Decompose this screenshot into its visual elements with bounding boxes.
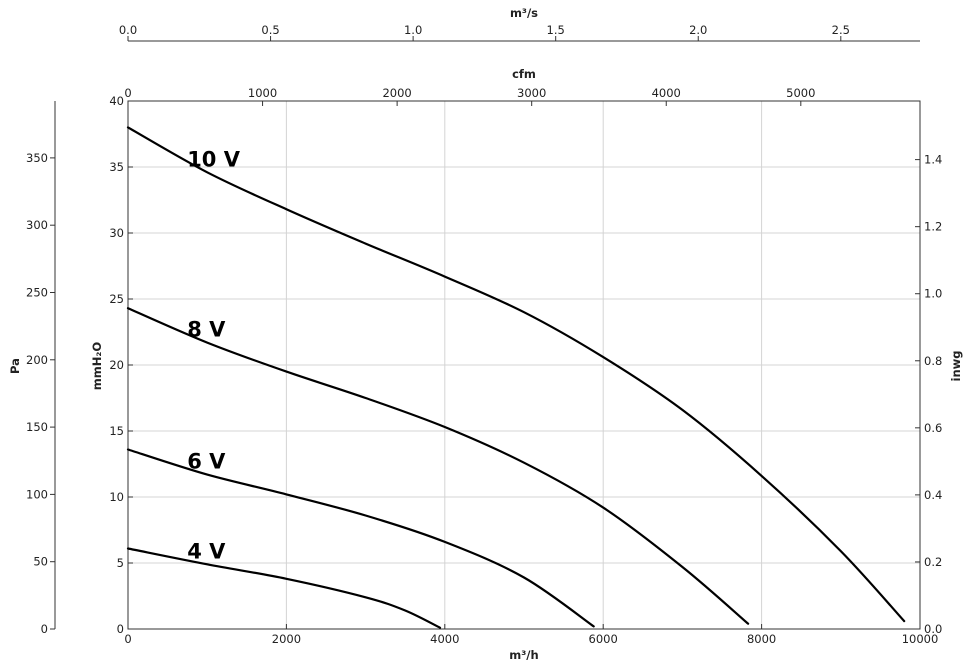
y-axis-title: mmH₂O <box>90 342 104 391</box>
cfm-tick-label: 3000 <box>517 86 546 100</box>
curves <box>126 126 906 629</box>
series-label-6v: 6 V <box>187 450 226 474</box>
m3s-tick-label: 1.5 <box>547 23 565 37</box>
m3s-tick-label: 2.0 <box>689 23 707 37</box>
x-tick-label: 4000 <box>430 632 459 646</box>
inwg-tick-label: 0.6 <box>924 421 942 435</box>
series-label-4v: 4 V <box>187 539 226 563</box>
inwg-tick-label: 1.0 <box>924 287 942 301</box>
curve-8v <box>126 307 750 625</box>
pa-tick-label: 350 <box>26 151 48 165</box>
y-tick-label: 35 <box>109 160 124 174</box>
pa-tick-label: 200 <box>26 353 48 367</box>
curve-6v <box>126 448 595 628</box>
inwg-tick-label: 1.2 <box>924 220 942 234</box>
left-outer-axis-title: Pa <box>8 358 22 374</box>
x-axis-title: m³/h <box>509 648 538 662</box>
x-tick-label: 10000 <box>902 632 939 646</box>
y-tick-label: 0 <box>117 622 124 636</box>
cfm-tick-label: 1000 <box>248 86 277 100</box>
cfm-tick-label: 2000 <box>382 86 411 100</box>
m3s-tick-label: 0.0 <box>119 23 137 37</box>
y-tick-label: 30 <box>109 226 124 240</box>
pa-tick-label: 0 <box>41 622 48 636</box>
right-axis-title: inwg <box>949 351 963 382</box>
inwg-tick-label: 0.0 <box>924 622 942 636</box>
inwg-tick-label: 0.8 <box>924 354 942 368</box>
cfm-tick-label: 0 <box>124 86 131 100</box>
x-tick-label: 8000 <box>747 632 776 646</box>
top-inner-axis-title: cfm <box>512 67 536 81</box>
series-labels: 10 V 8 V 6 V 4 V <box>187 147 241 563</box>
curve-10v <box>126 126 906 623</box>
pa-tick-label: 100 <box>26 487 48 501</box>
inwg-tick-label: 1.4 <box>924 153 942 167</box>
cfm-tick-label: 5000 <box>786 86 815 100</box>
m3s-tick-label: 0.5 <box>261 23 279 37</box>
cfm-tick-label: 4000 <box>652 86 681 100</box>
y-tick-label: 15 <box>109 424 124 438</box>
inwg-tick-label: 0.2 <box>924 555 942 569</box>
x-tick-label: 6000 <box>589 632 618 646</box>
pa-tick-label: 50 <box>33 555 48 569</box>
inwg-tick-label: 0.4 <box>924 488 942 502</box>
x-tick-label: 2000 <box>272 632 301 646</box>
pa-tick-label: 150 <box>26 420 48 434</box>
curve-4v <box>126 547 442 629</box>
m3s-tick-label: 2.5 <box>832 23 850 37</box>
pa-tick-label: 250 <box>26 285 48 299</box>
top-outer-axis-title: m³/s <box>510 6 538 20</box>
m3s-tick-label: 1.0 <box>404 23 422 37</box>
pa-tick-label: 300 <box>26 218 48 232</box>
x-tick-label: 0 <box>124 632 131 646</box>
y-tick-label: 5 <box>117 556 124 570</box>
grid <box>127 100 921 630</box>
series-label-10v: 10 V <box>187 147 241 171</box>
y-tick-label: 25 <box>109 292 124 306</box>
series-label-8v: 8 V <box>187 318 226 342</box>
y-tick-label: 10 <box>109 490 124 504</box>
y-tick-label: 40 <box>109 94 124 108</box>
y-tick-label: 20 <box>109 358 124 372</box>
